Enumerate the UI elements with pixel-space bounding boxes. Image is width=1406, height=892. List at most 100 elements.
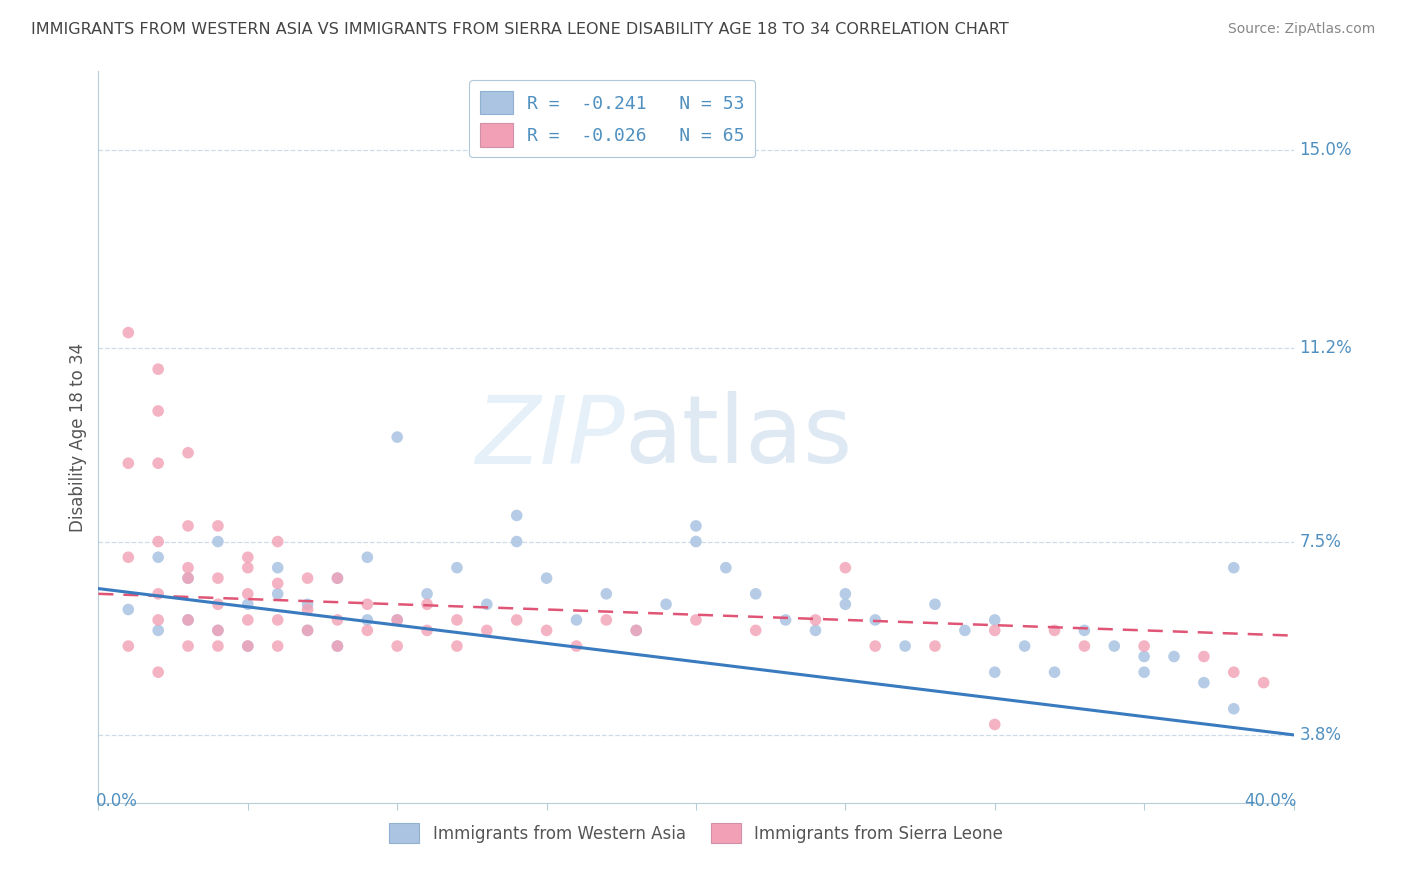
Text: 11.2%: 11.2% xyxy=(1299,339,1353,358)
Point xyxy=(148,550,170,565)
Point xyxy=(924,639,946,653)
Point xyxy=(236,587,259,601)
Point xyxy=(148,362,170,376)
Point xyxy=(356,624,378,638)
Point xyxy=(177,613,200,627)
Text: 40.0%: 40.0% xyxy=(1244,792,1296,810)
Point xyxy=(236,613,259,627)
Point xyxy=(804,624,827,638)
Point xyxy=(297,602,319,616)
Point xyxy=(865,639,887,653)
Text: 3.8%: 3.8% xyxy=(1299,726,1341,744)
Point xyxy=(117,602,139,616)
Point xyxy=(326,639,349,653)
Point xyxy=(326,571,349,585)
Point xyxy=(326,571,349,585)
Point xyxy=(177,560,200,574)
Point xyxy=(148,613,170,627)
Point xyxy=(236,639,259,653)
Point xyxy=(267,534,290,549)
Point xyxy=(984,613,1007,627)
Point xyxy=(385,613,409,627)
Point xyxy=(685,534,707,549)
Point xyxy=(297,597,319,611)
Point xyxy=(148,404,170,418)
Point xyxy=(385,639,409,653)
Legend: Immigrants from Western Asia, Immigrants from Sierra Leone: Immigrants from Western Asia, Immigrants… xyxy=(382,817,1010,849)
Point xyxy=(655,597,678,611)
Point xyxy=(236,597,259,611)
Point xyxy=(297,624,319,638)
Text: 0.0%: 0.0% xyxy=(96,792,138,810)
Point xyxy=(984,665,1007,680)
Point xyxy=(536,571,558,585)
Point xyxy=(475,597,498,611)
Point xyxy=(267,613,290,627)
Point xyxy=(506,508,529,523)
Point xyxy=(207,519,229,533)
Text: 15.0%: 15.0% xyxy=(1299,141,1353,159)
Point xyxy=(685,519,707,533)
Point xyxy=(177,613,200,627)
Point xyxy=(1223,665,1246,680)
Point xyxy=(117,326,139,340)
Point xyxy=(177,519,200,533)
Point xyxy=(685,613,707,627)
Point xyxy=(1192,649,1215,664)
Point xyxy=(177,639,200,653)
Point xyxy=(1163,649,1185,664)
Text: Source: ZipAtlas.com: Source: ZipAtlas.com xyxy=(1227,22,1375,37)
Text: atlas: atlas xyxy=(624,391,852,483)
Point xyxy=(177,446,200,460)
Point xyxy=(924,597,946,611)
Point xyxy=(745,587,768,601)
Point xyxy=(865,613,887,627)
Point xyxy=(207,597,229,611)
Point xyxy=(117,550,139,565)
Point xyxy=(1133,639,1156,653)
Point xyxy=(565,639,588,653)
Point xyxy=(267,639,290,653)
Point xyxy=(775,613,797,627)
Point xyxy=(953,624,976,638)
Text: 7.5%: 7.5% xyxy=(1299,533,1341,550)
Point xyxy=(1043,665,1066,680)
Point xyxy=(595,587,617,601)
Point xyxy=(506,534,529,549)
Point xyxy=(416,597,439,611)
Point xyxy=(177,571,200,585)
Point xyxy=(446,560,468,574)
Point xyxy=(416,624,439,638)
Point xyxy=(804,613,827,627)
Point xyxy=(356,613,378,627)
Point xyxy=(267,587,290,601)
Text: ZIP: ZIP xyxy=(475,392,624,483)
Point xyxy=(1014,639,1036,653)
Point xyxy=(236,639,259,653)
Point xyxy=(1192,675,1215,690)
Point xyxy=(148,456,170,470)
Point xyxy=(1223,702,1246,716)
Point xyxy=(207,571,229,585)
Point xyxy=(834,560,856,574)
Point xyxy=(1253,675,1275,690)
Point xyxy=(297,571,319,585)
Point xyxy=(714,560,737,574)
Point xyxy=(207,624,229,638)
Point xyxy=(834,597,856,611)
Point xyxy=(506,613,529,627)
Point xyxy=(148,624,170,638)
Text: IMMIGRANTS FROM WESTERN ASIA VS IMMIGRANTS FROM SIERRA LEONE DISABILITY AGE 18 T: IMMIGRANTS FROM WESTERN ASIA VS IMMIGRAN… xyxy=(31,22,1008,37)
Point xyxy=(117,639,139,653)
Point xyxy=(446,613,468,627)
Point xyxy=(1073,624,1095,638)
Point xyxy=(1133,649,1156,664)
Point xyxy=(745,624,768,638)
Point xyxy=(1104,639,1126,653)
Point xyxy=(207,624,229,638)
Point xyxy=(148,534,170,549)
Point xyxy=(385,430,409,444)
Point xyxy=(236,550,259,565)
Point xyxy=(1073,639,1095,653)
Y-axis label: Disability Age 18 to 34: Disability Age 18 to 34 xyxy=(69,343,87,532)
